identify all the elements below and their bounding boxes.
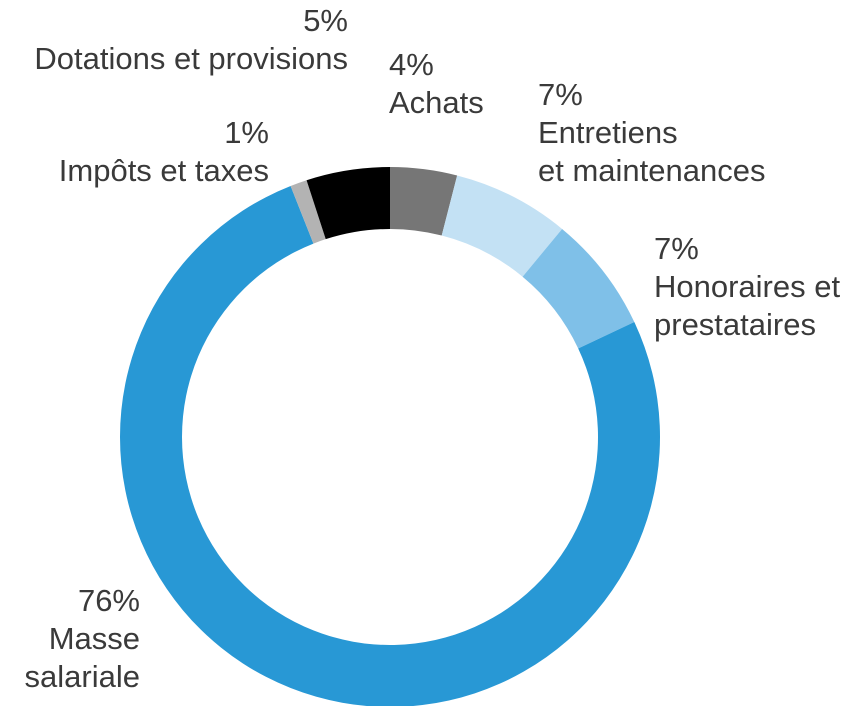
slice-entretiens (441, 175, 563, 277)
name-masse-line1: Masse (48, 621, 140, 656)
name-masse-line2: salariale (24, 659, 140, 694)
percent-achats: 4% (389, 47, 434, 82)
name-achats: Achats (389, 85, 484, 120)
slice-honoraires (522, 228, 635, 349)
percent-masse: 76% (77, 583, 140, 618)
label-achats: 4% Achats (389, 46, 484, 122)
name-entretiens-line1: Entretiens (538, 115, 678, 150)
slice-impots (290, 180, 326, 244)
label-honoraires: 7% Honoraires et prestataires (654, 230, 840, 344)
name-dotations: Dotations et provisions (34, 41, 348, 76)
name-entretiens-line2: et maintenances (538, 153, 766, 188)
label-masse: 76% Masse salariale (25, 582, 140, 696)
label-dotations: 5% Dotations et provisions (34, 2, 348, 78)
name-honoraires-line2: prestataires (654, 307, 816, 342)
name-honoraires-line1: Honoraires et (654, 269, 841, 304)
label-entretiens: 7% Entretiens et maintenances (538, 76, 765, 190)
percent-honoraires: 7% (654, 231, 699, 266)
slice-dotations (306, 167, 390, 240)
percent-entretiens: 7% (538, 77, 583, 112)
label-impots: 1% Impôts et taxes (59, 114, 269, 190)
percent-dotations: 5% (303, 3, 348, 38)
percent-impots: 1% (224, 115, 269, 150)
slice-achats (390, 167, 458, 236)
name-impots: Impôts et taxes (58, 153, 269, 188)
